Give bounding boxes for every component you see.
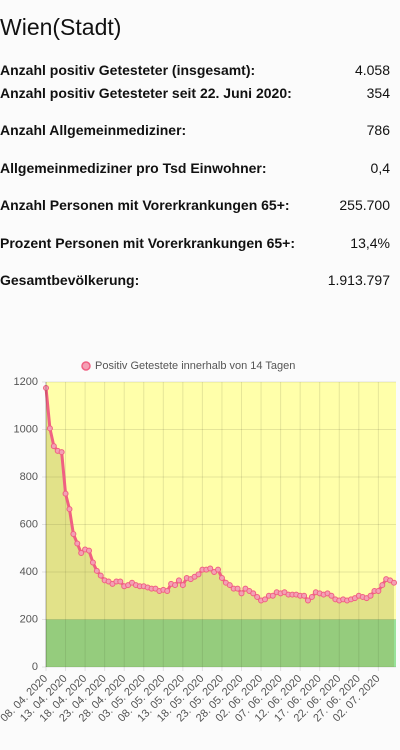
stat-value: 255.700 (339, 197, 390, 213)
point (301, 592, 308, 599)
title: Wien(Stadt) (0, 14, 122, 40)
point (375, 588, 382, 594)
point (97, 572, 104, 579)
point (50, 443, 57, 450)
point (46, 425, 53, 432)
y-tick-label: 600 (20, 518, 38, 530)
point (367, 592, 374, 599)
point (207, 565, 214, 572)
point (78, 550, 85, 556)
point (379, 582, 386, 589)
y-tick-label: 0 (32, 661, 38, 673)
stat-value: 1.913.797 (327, 272, 390, 288)
y-tick-label: 200 (20, 613, 38, 625)
stat-label: Anzahl positiv Getesteter seit 22. Juni … (0, 85, 292, 101)
legend-swatch (81, 361, 91, 371)
point (86, 547, 93, 554)
point (58, 449, 65, 456)
point (254, 593, 261, 600)
y-tick-label: 1000 (14, 423, 38, 435)
point (117, 578, 124, 585)
point (308, 593, 315, 600)
point (179, 582, 186, 589)
point (226, 582, 233, 589)
point (238, 590, 245, 597)
stat-value: 786 (366, 122, 390, 138)
stat-label: Prozent Personen mit Vorerkrankungen 65+… (0, 235, 295, 251)
point (172, 582, 179, 589)
stat-value: 4.058 (354, 62, 390, 78)
y-tick-label: 800 (20, 471, 38, 483)
stat-value: 13,4% (350, 235, 390, 251)
point (269, 592, 276, 599)
y-tick-label: 1200 (14, 376, 38, 388)
stat-label: Gesamtbevölkerung: (0, 272, 140, 288)
band (46, 619, 396, 667)
point (261, 596, 268, 603)
point (304, 597, 311, 604)
point (89, 559, 96, 566)
stat-value: 0,4 (370, 160, 390, 176)
point (328, 592, 335, 599)
point (175, 577, 182, 584)
point (164, 588, 171, 594)
stat-label: Anzahl Personen mit Vorerkrankungen 65+: (0, 197, 290, 213)
point (74, 540, 81, 547)
y-tick-label: 400 (20, 566, 38, 578)
point (66, 506, 73, 513)
stat-label: Anzahl positiv Getesteter (insgesamt): (0, 62, 256, 78)
point (43, 384, 49, 391)
stat-label: Anzahl Allgemeinmediziner: (0, 122, 187, 138)
point (215, 566, 222, 573)
point (234, 585, 241, 592)
point (391, 579, 397, 586)
area (46, 387, 394, 667)
point (62, 490, 69, 497)
point (195, 571, 202, 578)
legend-label: Positiv Getestete innerhalb von 14 Tagen (95, 360, 295, 372)
point (250, 590, 257, 597)
point (218, 574, 225, 581)
stat-label: Allgemeinmediziner pro Tsd Einwohner: (0, 160, 267, 176)
stat-value: 354 (366, 85, 390, 101)
point (93, 567, 100, 574)
point (70, 531, 77, 537)
